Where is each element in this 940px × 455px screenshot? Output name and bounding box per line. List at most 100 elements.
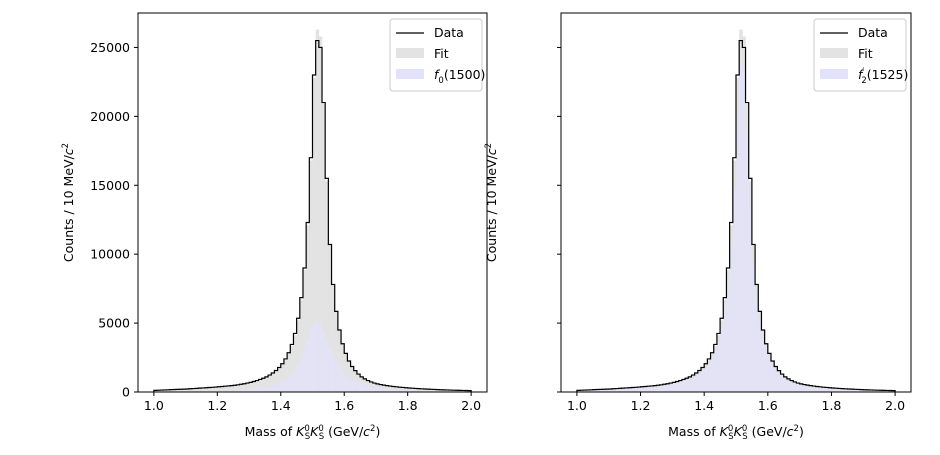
histogram-bar [404, 387, 408, 392]
y-tick-label: 25000 [90, 40, 130, 55]
histogram-bar [388, 386, 393, 392]
histogram-bar [650, 386, 654, 392]
x-tick-label: 1.4 [694, 398, 714, 413]
histogram-bar [672, 383, 676, 392]
histogram-bar [716, 341, 721, 392]
histogram-bar [331, 355, 336, 392]
histogram-bar [226, 386, 231, 392]
histogram-bar [347, 377, 351, 392]
histogram-bar [669, 384, 673, 392]
histogram-bar [366, 386, 370, 392]
x-axis-ticks: 1.0 1.2 1.4 1.6 1.8 2.0 [144, 392, 481, 413]
histogram-bar [818, 387, 823, 392]
plot-frame [560, 12, 912, 393]
histogram-bar [293, 335, 297, 392]
histogram-bar [605, 389, 610, 392]
histogram-bar [388, 389, 393, 392]
histogram-bar [678, 382, 683, 392]
histogram-bar [185, 389, 190, 392]
histogram-bar [783, 378, 788, 392]
legend-signal-label: f0(1500) [434, 67, 485, 86]
histogram-bar [834, 388, 839, 392]
histogram-bar [268, 385, 272, 392]
histogram-bar [736, 113, 740, 392]
histogram-bar [812, 386, 816, 392]
data-step-line [576, 39, 896, 392]
histogram-bar [341, 371, 345, 392]
histogram-bar [217, 387, 221, 392]
histogram-bar [337, 330, 342, 392]
legend: Data Fit f0(1500) [389, 18, 485, 92]
histogram-bar [828, 388, 832, 392]
signal-bars [576, 63, 896, 392]
histogram-bar [157, 390, 161, 392]
histogram-bar [452, 390, 456, 392]
histogram-bar [433, 389, 437, 392]
histogram-bar [296, 320, 301, 392]
histogram-bar [853, 389, 858, 392]
histogram-bar [662, 385, 667, 392]
histogram-bar [410, 390, 415, 392]
histogram-bar [821, 387, 826, 392]
histogram-bar [643, 387, 648, 392]
histogram-bar [306, 338, 310, 392]
histogram-bar [255, 388, 259, 392]
x-tick-label: 1.0 [567, 398, 587, 413]
histogram-bar [417, 388, 421, 392]
histogram-bar [461, 390, 466, 392]
histogram-bar [423, 389, 428, 392]
histogram-bar [426, 389, 431, 392]
histogram-bar [771, 364, 775, 392]
histogram-bar [328, 245, 332, 392]
histogram-bar [624, 388, 629, 392]
histogram-bar [688, 379, 692, 392]
histogram-bar [223, 390, 228, 392]
histogram-bar [426, 390, 431, 392]
histogram-bar [204, 387, 209, 392]
histogram-bar [353, 381, 358, 392]
histogram-bar [774, 369, 778, 392]
histogram-bar [223, 386, 228, 392]
histogram-bar [433, 390, 437, 392]
histogram-bar [436, 389, 440, 392]
histogram-bar [458, 390, 462, 392]
x-tick-label: 1.2 [631, 398, 651, 413]
histogram-bar [287, 353, 291, 392]
x-tick-label: 1.6 [758, 398, 778, 413]
histogram-bar [302, 270, 307, 392]
histogram-bar [847, 389, 851, 392]
histogram-bar [283, 378, 288, 392]
histogram-bar [615, 389, 619, 392]
histogram-bar [299, 299, 304, 392]
histogram-bar [315, 321, 320, 392]
histogram-bar [621, 388, 625, 392]
legend-signal-label: f′ 2(1525) [858, 67, 908, 86]
histogram-bar [394, 389, 399, 392]
histogram-bar [195, 388, 199, 392]
histogram-bar [583, 390, 587, 392]
x-tick-label: 1.8 [398, 398, 418, 413]
histogram-bar [637, 387, 641, 392]
histogram-bar [796, 384, 800, 392]
x-tick-label: 1.2 [207, 398, 227, 413]
histogram-bar [414, 388, 418, 392]
histogram-bar [391, 389, 396, 392]
histogram-bar [258, 387, 263, 392]
histogram-bar [344, 374, 348, 392]
histogram-bar [872, 390, 877, 392]
histogram-bar [325, 339, 329, 392]
histogram-bar [691, 377, 695, 392]
histogram-bar [233, 385, 237, 392]
histogram-bar [761, 337, 765, 392]
histogram-bar [360, 384, 364, 392]
histogram-bar [694, 375, 699, 392]
histogram-bar [580, 390, 584, 392]
histogram-bar [429, 390, 434, 392]
histogram-bar [264, 386, 269, 392]
histogram-bar [653, 386, 657, 392]
histogram-bar [739, 63, 743, 392]
histogram-bar [163, 390, 167, 392]
histogram-bar [675, 383, 680, 392]
histogram-bar [283, 360, 288, 392]
histogram-bar [191, 388, 196, 392]
